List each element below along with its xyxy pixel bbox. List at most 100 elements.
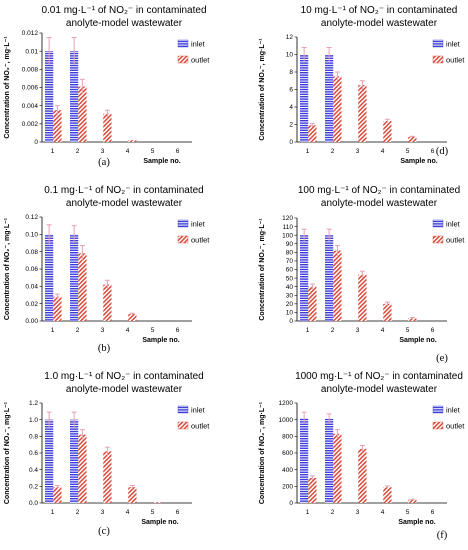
x-tick-label: 2 (76, 509, 80, 516)
y-tick-label: 0 (289, 500, 293, 507)
legend-label-outlet: outlet (446, 56, 465, 65)
bar-outlet (103, 284, 112, 321)
chart-subtitle: anolyte-model wastewater (66, 384, 183, 395)
y-tick-label: 0.08 (25, 249, 38, 256)
panel-label: (f) (437, 530, 448, 541)
bar-inlet (300, 54, 309, 142)
x-tick-label: 5 (151, 509, 155, 516)
y-tick-label: 60 (286, 267, 294, 274)
x-axis-title: Sample no. (399, 337, 436, 344)
bar-outlet (78, 434, 87, 503)
y-tick-label: 0.0 (29, 500, 38, 507)
x-tick-label: 1 (306, 509, 310, 516)
chart-title: 1000 mg·L⁻¹ of NO₂⁻ in contaminated (295, 371, 463, 382)
bar-inlet (70, 234, 79, 321)
legend-swatch-outlet (432, 55, 444, 64)
y-tick-label: 0.008 (22, 67, 39, 74)
x-tick-label: 2 (76, 148, 80, 155)
x-tick-label: 6 (176, 327, 180, 334)
legend-swatch-outlet (177, 421, 189, 430)
chart-subtitle: anolyte-model wastewater (321, 18, 438, 29)
legend-label-outlet: outlet (191, 422, 210, 431)
x-tick-label: 6 (431, 509, 435, 516)
legend-label-outlet: outlet (191, 236, 210, 245)
x-axis-title: Sample no. (400, 158, 437, 165)
y-tick-label: 1.0 (29, 417, 38, 424)
bar-inlet (300, 418, 309, 503)
y-tick-label: 30 (286, 292, 294, 299)
x-tick-label: 5 (406, 327, 410, 334)
y-tick-label: 0.8 (29, 434, 38, 441)
x-axis-title: Sample no. (142, 337, 179, 344)
bar-outlet (78, 253, 87, 321)
y-tick-label: 50 (286, 275, 294, 282)
chart-panel-e: 100 mg·L⁻¹ of NO₂⁻ in contaminated anolyt… (259, 185, 465, 364)
bar-inlet (325, 418, 334, 503)
y-tick-label: 0.01 (25, 48, 38, 55)
legend: inlet outlet (432, 220, 465, 245)
y-axis-title: Concentration of NO₂⁻, mg·L⁻¹ (4, 217, 11, 320)
y-axis-title: Concentration of NO₂⁻, mg·L⁻¹ (259, 218, 266, 321)
y-tick-label: 12 (286, 34, 294, 41)
y-tick-label: 4 (289, 104, 293, 111)
bar-inlet (325, 235, 334, 321)
y-tick-label: 0.006 (22, 85, 39, 92)
bar-inlet (70, 419, 79, 503)
x-tick-label: 1 (51, 509, 55, 516)
bar-outlet (333, 76, 342, 142)
x-tick-label: 4 (381, 509, 385, 516)
y-tick-label: 100 (282, 232, 293, 239)
x-tick-label: 4 (126, 509, 130, 516)
x-tick-label: 1 (51, 327, 55, 334)
y-tick-label: 0.04 (25, 284, 38, 291)
y-tick-label: 400 (282, 467, 293, 474)
x-tick-label: 2 (331, 148, 335, 155)
bar-outlet (53, 296, 62, 321)
x-tick-label: 3 (356, 148, 360, 155)
y-axis-title: Concentration of NO₂⁻, mg·L⁻¹ (259, 38, 266, 141)
y-tick-label: 0.4 (29, 467, 38, 474)
x-tick-label: 6 (176, 148, 180, 155)
x-tick-label: 2 (331, 327, 335, 334)
y-axis-title: Concentration of NO₂⁻, mg·L⁻¹ (4, 401, 11, 504)
x-tick-label: 5 (406, 509, 410, 516)
chart-title: 0.01 mg·L⁻¹ of NO₂⁻ in contaminated (41, 5, 206, 16)
y-tick-label: 0 (289, 139, 293, 146)
x-tick-label: 5 (406, 148, 410, 155)
bar-outlet (333, 433, 342, 503)
legend-label-inlet: inlet (191, 406, 206, 415)
bar-outlet (358, 448, 367, 503)
y-tick-label: 0.2 (29, 484, 38, 491)
y-tick-label: 6 (289, 87, 293, 94)
y-tick-label: 110 (283, 224, 294, 231)
bar-outlet (408, 318, 417, 321)
x-tick-label: 4 (381, 148, 385, 155)
x-tick-label: 3 (356, 509, 360, 516)
bar-outlet (128, 487, 137, 503)
legend-swatch-outlet (432, 421, 444, 430)
bar-outlet (358, 274, 367, 321)
y-tick-label: 1000 (279, 417, 294, 424)
chart-subtitle: anolyte-model wastewater (66, 18, 183, 29)
y-tick-label: 200 (282, 484, 293, 491)
x-tick-label: 6 (431, 148, 435, 155)
x-tick-label: 4 (381, 327, 385, 334)
panel-label: (b) (98, 343, 111, 354)
legend: inlet outlet (177, 220, 210, 245)
legend-swatch-inlet (177, 39, 189, 48)
y-tick-label: 0.6 (29, 450, 38, 457)
y-tick-label: 0.004 (22, 103, 39, 110)
y-tick-label: 1200 (279, 400, 294, 407)
bar-outlet (358, 85, 367, 142)
chart-title: 10 mg·L⁻¹ of NO₂⁻ in contaminated (301, 5, 458, 16)
x-tick-label: 3 (356, 327, 360, 334)
chart-panel-f: 1000 mg·L⁻¹ of NO₂⁻ in contaminated anoly… (259, 371, 465, 541)
y-tick-label: 0.012 (22, 30, 39, 37)
legend-label-inlet: inlet (446, 220, 461, 229)
bar-inlet (45, 51, 54, 142)
legend-label-inlet: inlet (446, 40, 461, 49)
x-tick-label: 1 (306, 148, 310, 155)
y-tick-label: 90 (286, 241, 294, 248)
y-tick-label: 20 (286, 301, 294, 308)
